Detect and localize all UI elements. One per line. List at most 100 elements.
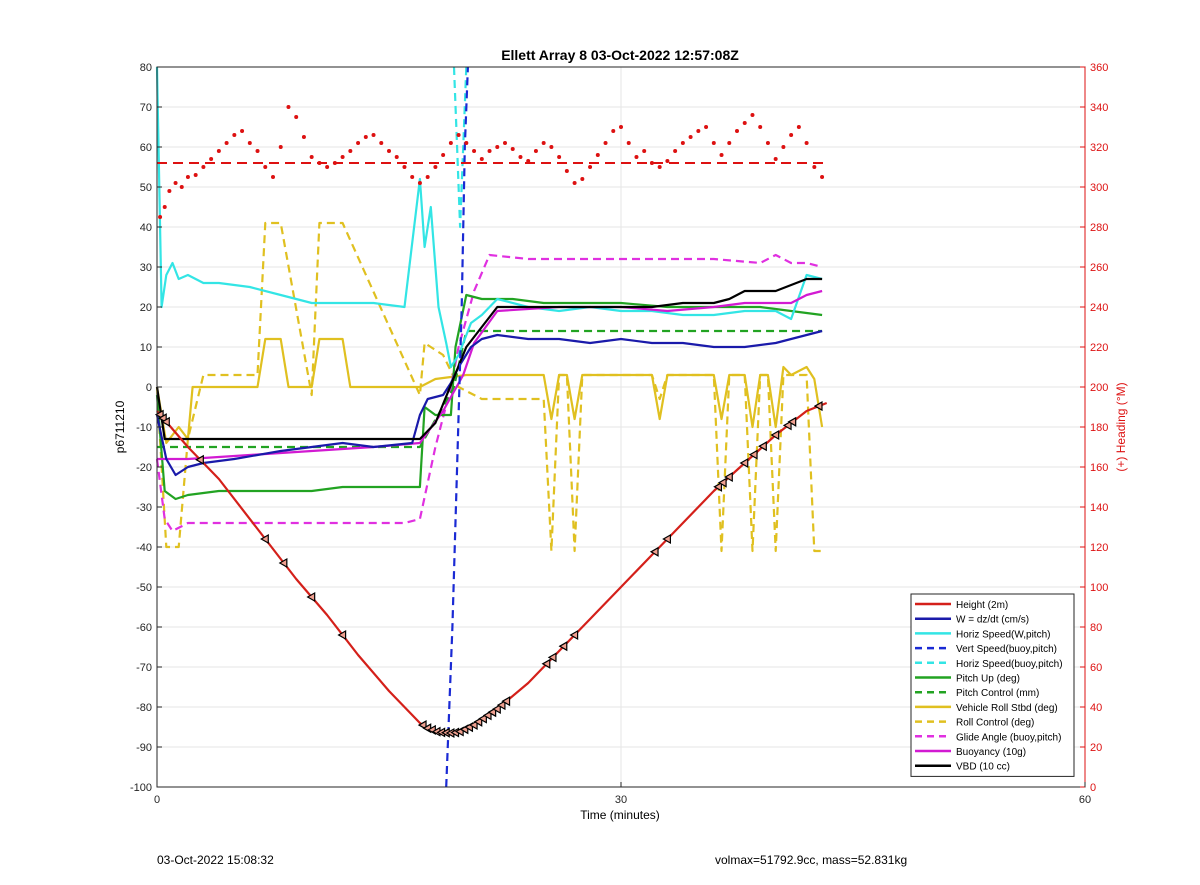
heading-point bbox=[533, 149, 538, 153]
height-marker bbox=[161, 416, 170, 427]
y2-tick-label: 80 bbox=[1090, 622, 1102, 634]
legend-label: Buoyancy (10g) bbox=[956, 747, 1026, 758]
heading-point bbox=[232, 133, 237, 137]
height-marker bbox=[278, 557, 288, 569]
heading-point bbox=[541, 141, 546, 145]
height-marker bbox=[478, 713, 487, 724]
series-horiz-speed-buoy-pitch bbox=[452, 66, 468, 229]
height-marker bbox=[487, 707, 497, 718]
heading-point bbox=[711, 141, 716, 145]
heading-point bbox=[642, 149, 647, 153]
legend-label: Glide Angle (buoy,pitch) bbox=[956, 732, 1061, 743]
heading-point bbox=[588, 165, 593, 169]
heading-point bbox=[696, 129, 701, 133]
heading-point bbox=[634, 155, 639, 159]
height-marker bbox=[306, 591, 316, 603]
legend-label: Roll Control (deg) bbox=[956, 718, 1034, 729]
series-layer bbox=[155, 66, 828, 788]
series-vehicle-roll-stbd-deg bbox=[155, 337, 824, 445]
heading-point bbox=[402, 165, 407, 169]
y-tick-label: -20 bbox=[136, 462, 152, 474]
axes: -100-90-80-70-60-50-40-30-20-10010203040… bbox=[130, 62, 1108, 806]
y2-tick-label: 120 bbox=[1090, 542, 1108, 554]
heading-point bbox=[626, 141, 631, 145]
heading-point bbox=[688, 135, 693, 139]
y2-tick-label: 200 bbox=[1090, 382, 1108, 394]
height-marker bbox=[337, 629, 347, 641]
heading-point bbox=[356, 141, 361, 145]
heading-point bbox=[216, 149, 221, 153]
y-tick-label: -70 bbox=[136, 662, 152, 674]
right-axis-label: (+) Heading (°M) bbox=[1114, 382, 1128, 471]
height-marker bbox=[717, 477, 727, 488]
series-glide-angle-buoy-pitch bbox=[155, 253, 823, 533]
heading-point bbox=[271, 175, 275, 179]
heading-point bbox=[209, 157, 214, 161]
heading-point bbox=[371, 133, 376, 137]
heading-point bbox=[518, 155, 523, 159]
heading-point bbox=[255, 149, 260, 153]
heading-point bbox=[363, 135, 368, 139]
y-tick-label: -40 bbox=[136, 542, 152, 554]
heading-point bbox=[673, 149, 678, 153]
height-marker bbox=[748, 449, 758, 460]
heading-point bbox=[185, 175, 190, 179]
heading-point bbox=[224, 141, 229, 145]
height-marker bbox=[468, 719, 478, 731]
heading-point bbox=[286, 105, 291, 109]
heading-point bbox=[503, 141, 507, 145]
legend-label: Height (2m) bbox=[956, 600, 1008, 611]
heading-point bbox=[595, 153, 600, 157]
heading-point bbox=[557, 155, 562, 159]
heading-point bbox=[796, 125, 801, 129]
legend-label: Vehicle Roll Stbd (deg) bbox=[956, 703, 1058, 714]
legend-label: VBD (10 cc) bbox=[956, 762, 1010, 773]
series-vert-speed-buoy-pitch bbox=[445, 66, 469, 788]
series-vbd-10-cc bbox=[155, 277, 823, 441]
height-marker bbox=[758, 441, 767, 452]
y-tick-label: -90 bbox=[136, 742, 152, 754]
volmax-mass-label: volmax=51792.9cc, mass=52.831kg bbox=[715, 853, 908, 867]
y-tick-label: 10 bbox=[140, 342, 152, 354]
heading-point bbox=[433, 165, 438, 169]
heading-point bbox=[394, 155, 399, 159]
legend-label: W = dz/dt (cm/s) bbox=[956, 615, 1029, 626]
heading-point bbox=[179, 185, 184, 189]
heading-point bbox=[193, 173, 198, 177]
heading-point bbox=[425, 175, 430, 179]
legend-box bbox=[910, 593, 1075, 777]
y2-tick-label: 0 bbox=[1090, 782, 1096, 794]
heading-point bbox=[549, 145, 554, 149]
height-marker bbox=[195, 454, 204, 465]
heading-point bbox=[456, 133, 461, 137]
heading-point bbox=[758, 125, 763, 129]
heading-point bbox=[649, 161, 654, 165]
y-tick-label: 0 bbox=[146, 382, 152, 394]
height-marker bbox=[787, 416, 797, 427]
heading-point bbox=[441, 153, 446, 157]
x-tick-label: 30 bbox=[615, 794, 627, 806]
heading-point bbox=[572, 181, 577, 185]
heading-point bbox=[812, 165, 817, 169]
y2-tick-label: 220 bbox=[1090, 342, 1108, 354]
y2-tick-label: 20 bbox=[1090, 742, 1102, 754]
heading-point bbox=[173, 181, 178, 185]
heading-point bbox=[410, 175, 415, 179]
heading-point bbox=[348, 149, 353, 153]
heading-point bbox=[665, 159, 670, 163]
x-tick-label: 60 bbox=[1079, 794, 1091, 806]
y2-tick-label: 360 bbox=[1090, 62, 1108, 74]
heading-point bbox=[487, 149, 492, 153]
heading-point bbox=[789, 133, 794, 137]
y2-tick-label: 140 bbox=[1090, 502, 1108, 514]
heading-point bbox=[580, 177, 585, 181]
heading-point bbox=[247, 141, 252, 145]
series-horiz-speed-w-pitch bbox=[155, 66, 823, 369]
height-marker bbox=[569, 629, 579, 641]
y-tick-label: -100 bbox=[130, 782, 152, 794]
y-tick-label: -50 bbox=[136, 582, 152, 594]
height-marker bbox=[739, 457, 749, 469]
heading-point bbox=[603, 141, 608, 145]
y-tick-label: 20 bbox=[140, 302, 152, 314]
